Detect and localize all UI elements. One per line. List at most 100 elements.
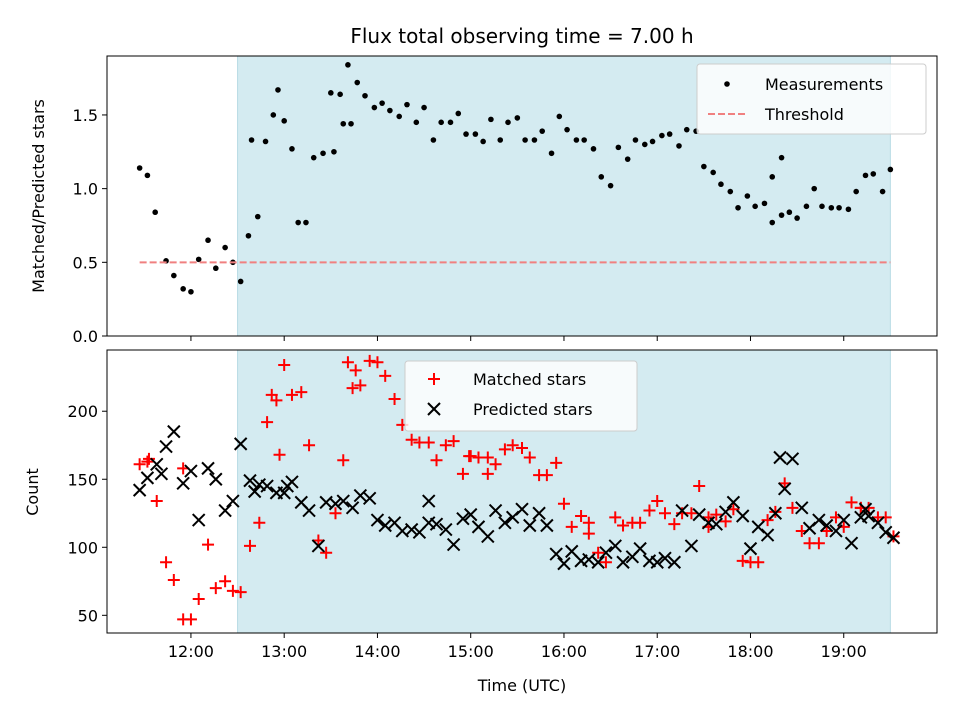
measurement-point (853, 188, 859, 195)
matched-star-point (430, 454, 443, 467)
matched-star-point (285, 388, 298, 401)
matched-star-point (752, 556, 765, 569)
measurement-point (331, 148, 337, 155)
top-ytick-label: 0.0 (73, 327, 98, 346)
measurement-point (556, 113, 563, 120)
matched-star-point (498, 443, 511, 456)
matched-star-point (489, 458, 502, 471)
bottom-ytick-label: 200 (67, 402, 98, 421)
predicted-star-point (370, 513, 385, 527)
predicted-star-point (743, 541, 758, 556)
predicted-star-point (837, 513, 851, 527)
predicted-star-point (150, 457, 164, 471)
legend-predicted-marker (427, 402, 441, 416)
chart-title: Flux total observing time = 7.00 h (350, 24, 693, 48)
bottom-ytick-label: 50 (78, 606, 98, 625)
legend-measurements-marker (724, 81, 730, 87)
top-legend[interactable]: Measurements Threshold (696, 63, 927, 135)
measurement-point (371, 104, 378, 111)
predicted-star-point (328, 497, 343, 511)
matched-star-point (658, 507, 671, 520)
matched-star-point (786, 501, 799, 514)
top-ytick-label: 1.0 (73, 180, 98, 199)
matched-star-point (481, 451, 494, 464)
matched-star-point (719, 515, 732, 528)
matched-star-point (710, 508, 723, 521)
matched-star-point (463, 450, 476, 463)
matched-star-point (812, 537, 825, 550)
measurement-point (819, 203, 825, 210)
top-ytick-label: 0.5 (73, 253, 98, 272)
bottom-ytick-label: 100 (67, 538, 98, 557)
predicted-star-point (456, 512, 470, 526)
bottom-legend[interactable]: Matched stars Predicted stars (404, 360, 638, 432)
matched-star-point (456, 467, 469, 480)
predicted-star-point (378, 518, 392, 533)
top-legend-box (696, 63, 927, 135)
measurement-point (744, 193, 751, 199)
matched-star-point (219, 575, 232, 588)
predicted-star-point (736, 509, 750, 523)
predicted-star-point (532, 506, 546, 520)
panel-top: 0.0 0.5 1.0 1.5 Matched/Predicted stars Mea… (29, 55, 938, 346)
measurement-point (887, 166, 894, 173)
bottom-ytick-label: 150 (67, 470, 98, 489)
legend-predicted-label: Predicted stars (473, 400, 593, 419)
matched-star-point (439, 439, 452, 452)
predicted-star-point (858, 502, 873, 516)
measurement-point (581, 137, 587, 143)
predicted-star-point (191, 513, 206, 527)
matched-star-point (506, 439, 519, 452)
measurement-point (769, 174, 776, 180)
predicted-star-point (768, 506, 783, 520)
measurement-point (828, 204, 835, 211)
matched-star-point (226, 584, 239, 597)
measurement-point (769, 219, 776, 226)
matched-star-point (685, 507, 698, 520)
measurement-point (213, 265, 219, 272)
matched-star-point (481, 467, 494, 480)
legend-matched-label: Matched stars (473, 370, 586, 389)
measurement-point (144, 172, 151, 179)
predicted-star-point (422, 516, 436, 530)
measurement-point (295, 219, 301, 226)
measurement-point (328, 90, 334, 96)
measurement-point (362, 92, 368, 99)
predicted-star-point (557, 556, 571, 571)
matched-star-point (523, 451, 536, 464)
measurement-point (354, 79, 361, 86)
matched-star-point (303, 439, 316, 452)
measurement-point (615, 144, 622, 151)
matched-star-point (422, 436, 435, 449)
measurement-point (345, 62, 351, 68)
measurement-point (607, 182, 614, 189)
xtick-label: 14:00 (354, 642, 400, 661)
predicted-star-point (871, 516, 885, 530)
measurement-point (254, 213, 261, 220)
predicted-star-point (675, 503, 689, 518)
matched-star-point (150, 495, 163, 508)
measurement-point (180, 286, 186, 292)
measurement-point (463, 131, 469, 137)
predicted-star-point (718, 505, 733, 519)
predicted-star-point (404, 522, 419, 537)
measurement-point (340, 120, 347, 127)
matched-star-point (388, 392, 401, 405)
predicted-star-point (549, 547, 563, 561)
measurement-point (514, 115, 521, 121)
legend-measurements-label: Measurements (765, 75, 883, 94)
predicted-star-point (218, 503, 232, 518)
predicted-star-point (861, 509, 876, 523)
measurement-point (413, 119, 420, 126)
matched-star-point (133, 458, 146, 471)
measurement-point (786, 209, 793, 216)
matched-star-point (447, 435, 460, 448)
measurement-point (548, 150, 555, 157)
predicted-star-point (650, 555, 664, 569)
predicted-star-point (819, 518, 834, 533)
matched-star-point (278, 358, 291, 371)
measurement-point (310, 154, 317, 161)
matched-star-point (253, 516, 266, 529)
measurement-point (447, 119, 454, 126)
matched-star-point (379, 369, 392, 382)
